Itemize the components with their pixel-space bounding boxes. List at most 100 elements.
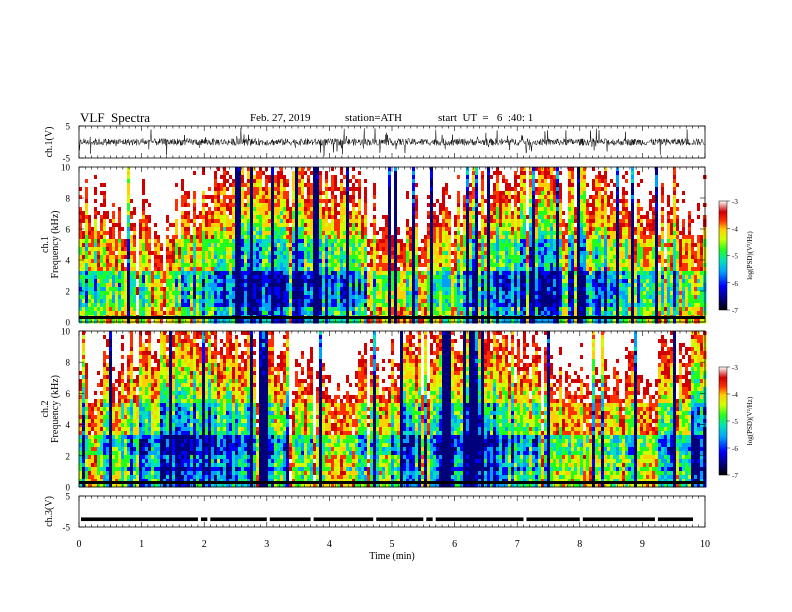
spectrogram-cell bbox=[445, 219, 449, 224]
spectrogram-cell bbox=[127, 231, 131, 236]
spectrogram-cell bbox=[358, 235, 362, 240]
spectrogram-cell bbox=[436, 219, 440, 224]
spectrogram-cell bbox=[679, 223, 683, 228]
spectrogram-cell bbox=[151, 167, 155, 172]
spectrogram-cell bbox=[202, 247, 206, 252]
spectrogram-cell bbox=[445, 179, 449, 184]
spectrogram-cell bbox=[382, 227, 386, 232]
spectrogram-cell bbox=[157, 239, 161, 244]
spectrogram-cell bbox=[82, 207, 86, 212]
spectrogram-cell bbox=[118, 231, 122, 236]
spectrogram-cell bbox=[544, 175, 548, 180]
spectrogram-cell bbox=[448, 223, 452, 228]
spectrogram-cell bbox=[361, 239, 365, 244]
spectrogram-cell bbox=[451, 219, 455, 224]
spectrogram-cell bbox=[613, 251, 617, 256]
spectrogram-cell bbox=[433, 211, 437, 216]
spectrogram-cell bbox=[562, 175, 566, 180]
spectrogram-cell bbox=[103, 227, 107, 232]
spectrogram-cell bbox=[160, 219, 164, 224]
spectrogram-cell bbox=[313, 255, 317, 260]
spectrogram-cell bbox=[565, 179, 569, 184]
spectrogram-cell bbox=[154, 183, 158, 188]
spectrogram-cell bbox=[433, 247, 437, 252]
spectrogram-cell bbox=[646, 195, 650, 200]
spectrogram-cell bbox=[382, 247, 386, 252]
spectrogram-cell bbox=[442, 207, 446, 212]
spectrogram-cell bbox=[79, 235, 83, 240]
spectrogram-cell bbox=[238, 183, 242, 188]
spectrogram-cell bbox=[94, 215, 98, 220]
spectrogram-cell bbox=[475, 235, 479, 240]
spectrogram-cell bbox=[382, 183, 386, 188]
spectrogram-cell bbox=[370, 167, 374, 172]
spectrogram-cell bbox=[385, 223, 389, 228]
spectrogram-cell bbox=[157, 235, 161, 240]
spectrogram-cell bbox=[97, 191, 101, 196]
spectrogram-cell bbox=[292, 199, 296, 204]
spectrogram-cell bbox=[475, 195, 479, 200]
spectrogram-cell bbox=[646, 183, 650, 188]
spectrogram-cell bbox=[205, 207, 209, 212]
spectrogram-cell bbox=[652, 223, 656, 228]
spectrogram-cell bbox=[253, 255, 257, 260]
spectrogram-cell bbox=[481, 247, 485, 252]
spectrogram-cell bbox=[616, 243, 620, 248]
spectrogram-cell bbox=[325, 219, 329, 224]
spectrogram-cell bbox=[91, 239, 95, 244]
spectrogram-cell bbox=[202, 255, 206, 260]
spectrogram-cell bbox=[178, 235, 182, 240]
spectrogram-cell bbox=[235, 259, 239, 264]
spectrogram-cell bbox=[259, 251, 263, 256]
spectrogram-cell bbox=[79, 259, 83, 264]
spectrogram-cell bbox=[430, 231, 434, 236]
spectrogram-cell bbox=[598, 231, 602, 236]
spectrogram-cell bbox=[691, 187, 695, 192]
spectrogram-cell bbox=[181, 259, 185, 264]
spectrogram-cell bbox=[139, 179, 143, 184]
spectrogram-cell bbox=[640, 215, 644, 220]
spectrogram-cell bbox=[274, 211, 278, 216]
spectrogram-cell bbox=[205, 183, 209, 188]
spectrogram-cell bbox=[202, 167, 206, 172]
spectrogram-cell bbox=[700, 239, 704, 244]
spectrogram-cell bbox=[340, 219, 344, 224]
spectrogram-cell bbox=[544, 191, 548, 196]
spectrogram-cell bbox=[661, 211, 665, 216]
spectrogram-cell bbox=[541, 227, 545, 232]
spectrogram-cell bbox=[433, 231, 437, 236]
spectrogram-cell bbox=[577, 239, 581, 244]
spectrogram-cell bbox=[418, 235, 422, 240]
spectrogram-cell bbox=[448, 247, 452, 252]
spectrogram-cell bbox=[685, 235, 689, 240]
spectrogram-cell bbox=[97, 235, 101, 240]
spectrogram-cell bbox=[370, 207, 374, 212]
spectrogram-cell bbox=[145, 211, 149, 216]
spectrogram-cell bbox=[688, 203, 692, 208]
spectrogram-cell bbox=[190, 171, 194, 176]
spectrogram-cell bbox=[583, 247, 587, 252]
spectrogram-cell bbox=[157, 207, 161, 212]
spectrogram-cell bbox=[169, 235, 173, 240]
spectrogram-cell bbox=[229, 183, 233, 188]
spectrogram-cell bbox=[367, 235, 371, 240]
spectrogram-cell bbox=[400, 243, 404, 248]
spectrogram-cell bbox=[130, 235, 134, 240]
spectrogram-cell bbox=[610, 239, 614, 244]
spectrogram-cell bbox=[97, 179, 101, 184]
spectrogram-cell bbox=[535, 259, 539, 264]
spectrogram-cell bbox=[397, 211, 401, 216]
spectrogram-cell bbox=[463, 203, 467, 208]
spectrogram-cell bbox=[499, 227, 503, 232]
spectrogram-cell bbox=[661, 183, 665, 188]
spectrogram-cell bbox=[427, 175, 431, 180]
spectrogram-cell bbox=[118, 215, 122, 220]
spectrogram-cell bbox=[439, 207, 443, 212]
spectrogram-cell bbox=[694, 239, 698, 244]
spectrogram-cell bbox=[382, 175, 386, 180]
spectrogram-cell bbox=[184, 243, 188, 248]
spectrogram-cell bbox=[472, 183, 476, 188]
spectrogram-cell bbox=[292, 175, 296, 180]
spectrogram-cell bbox=[346, 251, 350, 256]
spectrogram-cell bbox=[358, 175, 362, 180]
